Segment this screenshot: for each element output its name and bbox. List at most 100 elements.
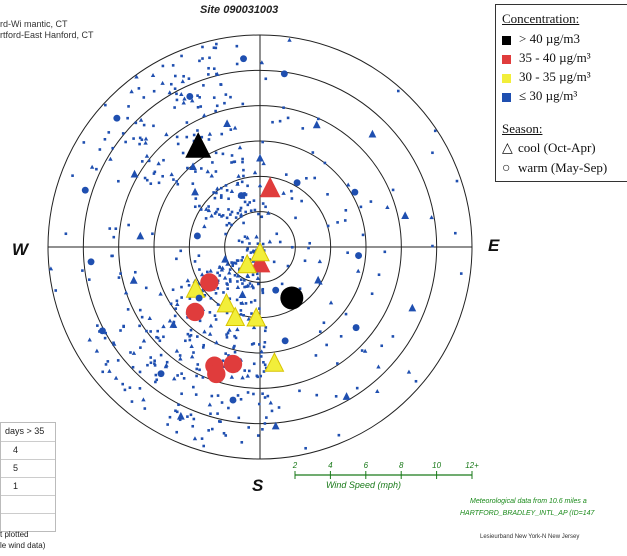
point-background-cool	[259, 60, 265, 65]
point-background-warm	[249, 300, 253, 304]
point-background-warm	[233, 273, 237, 277]
point-background-cool	[169, 172, 174, 177]
point-background-warm	[263, 363, 267, 367]
point-background-warm	[174, 74, 177, 78]
point-background-warm	[142, 96, 146, 99]
point-background-warm	[305, 176, 308, 180]
point-background-warm	[137, 87, 141, 90]
point-background-cool	[141, 397, 146, 402]
point-background-warm	[261, 291, 265, 295]
point-background-warm	[204, 217, 208, 220]
point-background-cool	[112, 341, 117, 346]
point-background-cool	[237, 145, 243, 150]
point-background-warm	[193, 205, 197, 209]
point-background-warm	[225, 336, 229, 339]
point-background-warm	[282, 106, 285, 109]
point-background-warm	[257, 212, 260, 216]
point-background-warm	[261, 392, 264, 396]
legend-swatch-yellow	[502, 73, 511, 83]
point-background-cool	[356, 268, 361, 273]
point-background-cool	[254, 234, 259, 239]
data-point-triangle	[368, 129, 377, 138]
point-background-warm	[212, 46, 216, 50]
data-point-triangle	[271, 421, 280, 430]
point-background-warm	[322, 321, 326, 325]
point-background-warm	[96, 324, 99, 327]
point-background-warm	[237, 416, 241, 420]
point-background-cool	[225, 261, 230, 266]
point-background-warm	[343, 219, 347, 222]
point-background-cool	[209, 173, 214, 178]
point-background-warm	[153, 364, 157, 367]
point-background-warm	[253, 208, 257, 212]
point-background-warm	[188, 297, 192, 300]
point-background-warm	[143, 176, 147, 180]
point-background-cool	[189, 354, 195, 359]
point-background-warm	[171, 288, 175, 292]
point-background-warm	[207, 429, 210, 432]
point-background-warm	[207, 73, 210, 76]
data-point-circle	[81, 186, 89, 194]
data-point-triangle	[223, 119, 231, 128]
point-background-warm	[238, 209, 242, 212]
point-background-warm	[256, 242, 260, 245]
point-background-warm	[225, 311, 229, 315]
point-background-warm	[242, 314, 245, 317]
point-background-warm	[275, 232, 279, 236]
point-background-warm	[240, 441, 244, 444]
point-background-warm	[318, 330, 322, 333]
point-background-warm	[235, 44, 239, 48]
point-background-warm	[198, 368, 201, 372]
point-background-warm	[103, 336, 107, 340]
point-background-warm	[130, 400, 134, 403]
point-background-warm	[380, 344, 384, 348]
point-background-cool	[261, 161, 266, 166]
point-background-warm	[337, 433, 341, 437]
point-background-warm	[228, 297, 232, 301]
point-background-warm	[262, 370, 266, 373]
point-background-warm	[122, 324, 125, 328]
point-background-warm	[261, 242, 265, 246]
point-background-warm	[106, 360, 110, 363]
point-background-cool	[202, 329, 207, 334]
point-background-warm	[228, 268, 232, 271]
point-background-warm	[230, 261, 233, 264]
point-background-warm	[247, 426, 251, 429]
point-background-cool	[108, 156, 113, 161]
point-background-cool	[202, 224, 207, 229]
point-background-warm	[225, 189, 229, 192]
point-background-warm	[151, 232, 154, 236]
point-background-warm	[236, 259, 240, 262]
table-cell	[1, 495, 55, 513]
point-background-warm	[414, 379, 418, 383]
point-background-warm	[233, 334, 236, 338]
point-background-warm	[227, 197, 230, 201]
point-background-warm	[161, 64, 165, 68]
point-background-warm	[180, 372, 183, 375]
point-background-cool	[255, 275, 261, 280]
point-background-cool	[179, 92, 184, 97]
point-background-cool	[227, 327, 232, 332]
point-background-warm	[152, 172, 156, 175]
point-background-warm	[214, 292, 218, 295]
point-background-cool	[362, 348, 368, 353]
point-background-warm	[126, 116, 129, 120]
point-background-warm	[173, 314, 177, 318]
triangle-icon: △	[502, 141, 513, 156]
point-background-warm	[245, 248, 249, 252]
data-point-triangle	[342, 392, 351, 400]
point-background-warm	[344, 209, 348, 212]
point-background-cool	[164, 362, 169, 367]
point-background-warm	[226, 283, 229, 286]
point-background-cool	[158, 291, 163, 296]
point-background-warm	[360, 349, 364, 352]
point-background-warm	[227, 221, 231, 225]
days-count-table: days > 35 4 5 1	[0, 422, 56, 532]
point-background-warm	[82, 141, 86, 144]
point-background-warm	[308, 241, 312, 245]
point-background-cool	[207, 331, 213, 336]
point-background-warm	[247, 284, 250, 288]
point-background-cool	[87, 337, 92, 342]
point-background-cool	[259, 349, 264, 354]
point-background-cool	[235, 327, 240, 332]
